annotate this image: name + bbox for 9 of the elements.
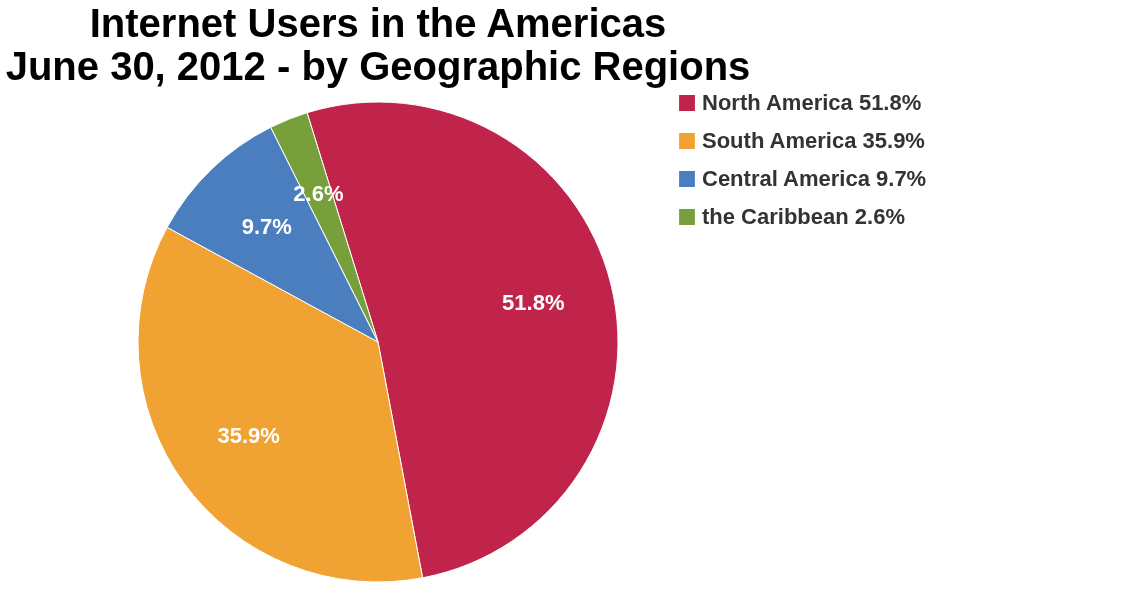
legend-label: Central America 9.7% <box>702 166 927 191</box>
chart-subtitle: June 30, 2012 - by Geographic Regions <box>5 44 751 88</box>
legend-label: South America 35.9% <box>702 128 925 153</box>
data-label: 35.9% <box>217 423 280 449</box>
data-label: 51.8% <box>502 290 565 316</box>
data-label: 9.7% <box>241 213 292 239</box>
chart-title: Internet Users in the Americas <box>89 1 667 45</box>
legend-label: the Caribbean 2.6% <box>702 204 905 229</box>
legend-label: North America 51.8% <box>702 90 922 115</box>
